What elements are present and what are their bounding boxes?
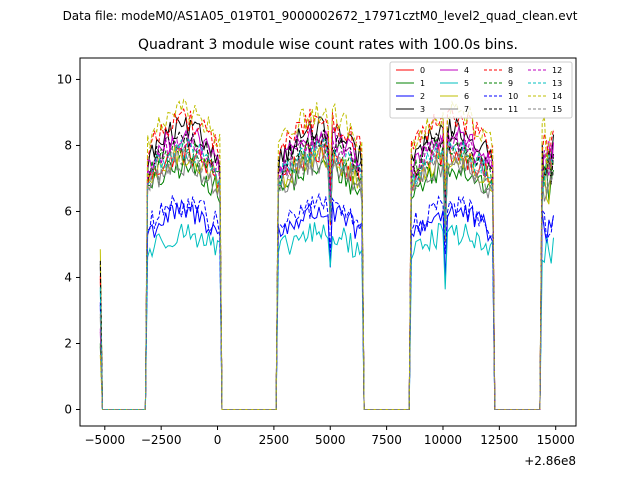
- series-line-8: [99, 107, 554, 410]
- series-line-2: [99, 198, 554, 410]
- chart-title: Quadrant 3 module wise count rates with …: [138, 37, 518, 53]
- legend-label-14: 14: [552, 92, 562, 101]
- series-line-7: [99, 153, 554, 410]
- legend-label-1: 1: [420, 79, 425, 88]
- x-tick-label: 7500: [371, 433, 402, 447]
- series-line-12: [99, 132, 554, 410]
- x-tick-label: 5000: [315, 433, 346, 447]
- y-tick-label: 8: [64, 138, 72, 152]
- series-line-15: [99, 145, 554, 410]
- series-line-11: [99, 127, 554, 410]
- legend-label-0: 0: [420, 66, 425, 75]
- legend-label-13: 13: [552, 79, 562, 88]
- legend-label-4: 4: [464, 66, 469, 75]
- y-tick-label: 10: [57, 72, 72, 86]
- plot-lines: [99, 98, 554, 410]
- x-axis: −5000 −2500 0 2500 5000 7500 10000 12500 15000: [85, 426, 575, 447]
- legend-label-9: 9: [508, 79, 513, 88]
- legend-label-12: 12: [552, 66, 562, 75]
- legend-label-7: 7: [464, 105, 469, 114]
- legend-label-11: 11: [508, 105, 518, 114]
- x-tick-label: 15000: [537, 433, 575, 447]
- x-tick-label: −5000: [85, 433, 126, 447]
- x-tick-label: 12500: [480, 433, 518, 447]
- legend-label-5: 5: [464, 79, 469, 88]
- y-axis: 0 2 4 6 8 10: [57, 72, 80, 416]
- series-line-1: [99, 156, 554, 410]
- legend-label-10: 10: [508, 92, 518, 101]
- legend-box: [389, 61, 573, 119]
- chart-suptitle: Data file: modeM0/AS1A05_019T01_90000026…: [63, 9, 578, 23]
- series-line-14: [99, 98, 554, 410]
- legend-label-3: 3: [420, 105, 425, 114]
- x-tick-label: 10000: [424, 433, 462, 447]
- series-line-5: [99, 222, 554, 410]
- x-tick-label: 0: [214, 433, 222, 447]
- series-line-0: [99, 140, 554, 410]
- y-tick-label: 4: [64, 270, 72, 284]
- legend-label-2: 2: [420, 92, 425, 101]
- legend-label-6: 6: [464, 92, 469, 101]
- x-offset-text: +2.86e8: [524, 454, 576, 468]
- plot-frame: [79, 57, 577, 427]
- legend-label-15: 15: [552, 105, 562, 114]
- y-tick-label: 2: [64, 336, 72, 350]
- legend-label-8: 8: [508, 66, 513, 75]
- series-line-13: [99, 138, 554, 410]
- x-tick-label: −2500: [141, 433, 182, 447]
- x-tick-label: 2500: [259, 433, 290, 447]
- y-tick-label: 6: [64, 204, 72, 218]
- series-line-10: [99, 192, 554, 410]
- y-tick-label: 0: [64, 402, 72, 416]
